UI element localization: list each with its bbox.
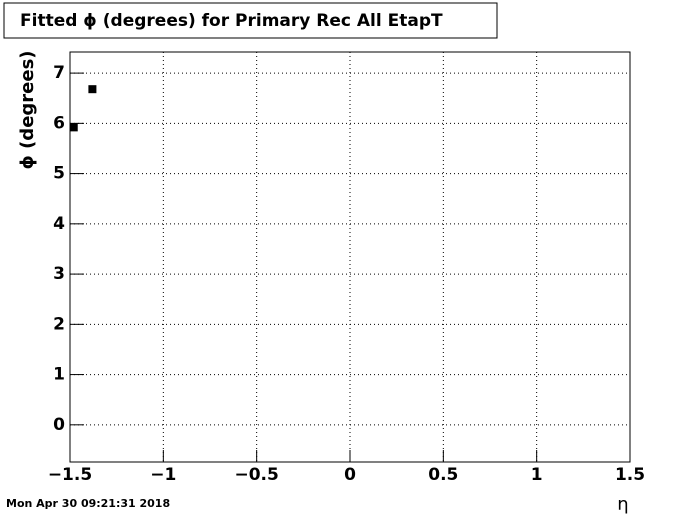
- marker: [88, 85, 97, 94]
- y-tick-label: 1: [53, 365, 65, 385]
- x-axis-label: η: [617, 494, 628, 514]
- x-tick-label: 0.5: [428, 465, 458, 485]
- chart-title: Fitted ϕ (degrees) for Primary Rec All E…: [20, 11, 443, 31]
- x-tick-label: 1: [531, 465, 543, 485]
- y-tick-label: 3: [53, 264, 65, 284]
- y-tick-label: 2: [53, 314, 65, 334]
- y-tick-label: 0: [53, 415, 65, 435]
- x-tick-label: 1.5: [615, 465, 645, 485]
- x-tick-label: 0: [344, 465, 356, 485]
- x-tick-label: −1: [150, 465, 176, 485]
- y-tick-label: 5: [53, 164, 65, 184]
- timestamp: Mon Apr 30 09:21:31 2018: [6, 497, 170, 510]
- x-tick-label: −1.5: [48, 465, 92, 485]
- y-tick-label: 7: [53, 63, 65, 83]
- y-axis-label: ϕ (degrees): [17, 50, 38, 169]
- marker: [69, 123, 78, 132]
- y-tick-label: 6: [53, 113, 65, 133]
- title-box: [3, 2, 498, 39]
- x-tick-label: −0.5: [234, 465, 278, 485]
- y-tick-label: 4: [53, 214, 65, 234]
